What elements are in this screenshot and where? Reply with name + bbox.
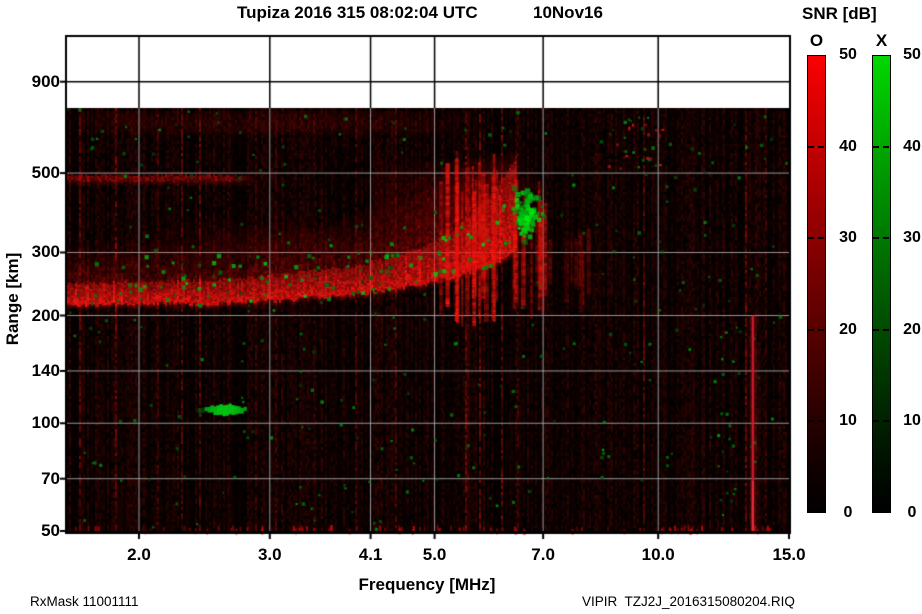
rxmask-text: RxMask 11001111 — [30, 594, 139, 609]
colorbar-tick-label: 30 — [903, 229, 921, 247]
y-tick-label: 300 — [31, 242, 60, 262]
y-axis-label: Range [km] — [3, 252, 22, 346]
x-mode-label: X — [875, 31, 888, 50]
colorbar-tick-label: 40 — [903, 137, 921, 155]
y-tick-label: 900 — [31, 71, 60, 91]
colorbar-tick-dash — [808, 237, 814, 240]
colorbar-tick-dash — [873, 145, 879, 148]
x-axis-label: Frequency [MHz] — [358, 575, 496, 594]
y-tick-label: 50 — [41, 521, 60, 540]
x-tick-label: 4.1 — [358, 545, 383, 564]
colorbar-tick-dash — [808, 420, 814, 423]
colorbar-tick-dash — [873, 237, 879, 240]
colorbar-tick-label: 10 — [839, 412, 857, 430]
colorbar-tick-label: 50 — [839, 46, 857, 63]
colorbar-tick-label: 0 — [843, 504, 853, 521]
o-mode-colorbar — [807, 55, 826, 513]
colorbar-tick-label: 10 — [903, 412, 921, 430]
colorbar-title: SNR [dB] — [802, 4, 877, 23]
y-tick-label: 70 — [41, 468, 60, 488]
y-tick-label: 100 — [31, 413, 60, 433]
x-mode-colorbar — [872, 55, 891, 513]
colorbar-tick-dash — [818, 145, 824, 148]
plot-title: Tupiza 2016 315 08:02:04 UTC — [237, 3, 478, 22]
x-tick-label: 10.0 — [641, 545, 675, 564]
colorbar-tick-label: 20 — [839, 320, 857, 338]
colorbar-tick-label: 0 — [907, 504, 917, 521]
colorbar-tick-dash — [818, 328, 824, 331]
colorbar-tick-dash — [883, 145, 889, 148]
ionogram-plot-canvas — [57, 30, 797, 542]
y-tick-label: 200 — [31, 305, 60, 325]
colorbar-tick-label: 40 — [839, 137, 857, 155]
colorbar-tick-dash — [883, 420, 889, 423]
colorbar-tick-label: 30 — [839, 229, 857, 247]
colorbar-tick-dash — [818, 420, 824, 423]
x-tick-label: 5.0 — [422, 545, 447, 564]
x-tick-label: 2.0 — [127, 545, 151, 564]
colorbar-tick-dash — [873, 420, 879, 423]
plot-date: 10Nov16 — [533, 3, 603, 22]
colorbar-tick-label: 50 — [903, 46, 921, 63]
colorbar-tick-dash — [873, 328, 879, 331]
y-tick-label: 140 — [31, 360, 60, 380]
x-tick-label: 15.0 — [772, 545, 806, 564]
colorbar-tick-dash — [808, 328, 814, 331]
o-mode-label: O — [809, 31, 824, 50]
colorbar-tick-dash — [818, 237, 824, 240]
x-tick-label: 3.0 — [257, 545, 282, 564]
colorbar-tick-dash — [808, 145, 814, 148]
colorbar-tick-label: 20 — [903, 320, 921, 338]
filename-text: VIPIR TZJ2J_2016315080204.RIQ — [582, 594, 795, 609]
colorbar-tick-dash — [883, 328, 889, 331]
x-tick-label: 7.0 — [531, 545, 555, 564]
colorbar-tick-dash — [883, 237, 889, 240]
y-tick-label: 500 — [31, 163, 60, 183]
